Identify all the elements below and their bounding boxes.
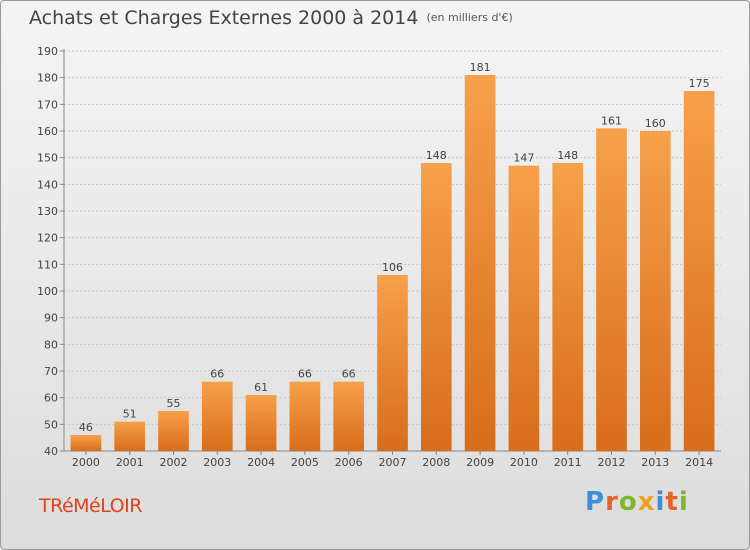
bar [289,381,321,451]
data-label: 148 [557,149,578,162]
bar [201,381,233,451]
data-label: 66 [298,368,312,381]
x-tick-label: 2004 [247,456,275,469]
proxiti-logo[interactable]: Proxiti [585,487,689,517]
data-label: 160 [645,117,666,130]
y-tick-label: 50 [44,418,58,431]
data-label: 66 [342,368,356,381]
data-label: 46 [79,421,93,434]
bar [333,381,365,451]
bar [420,163,452,451]
bar [377,275,408,451]
data-label: 106 [382,261,403,274]
data-label: 181 [470,61,491,74]
x-tick-label: 2003 [203,456,231,469]
x-tick-label: 2006 [335,456,363,469]
logo-letter: P [585,487,606,517]
y-tick-label: 160 [37,125,58,138]
x-tick-label: 2010 [510,456,538,469]
y-tick-label: 130 [37,205,58,218]
logo-letter: o [618,487,638,517]
x-tick-label: 2007 [379,456,407,469]
bar [245,395,277,451]
bar [70,435,102,451]
x-tick-label: 2009 [466,456,494,469]
logo-letter: t [665,487,679,517]
logo-letter: x [637,487,656,517]
data-label: 161 [601,114,622,127]
commune-name: TRéMéLOIR [39,495,142,517]
logo-letter: i [655,487,666,517]
data-label: 147 [513,152,534,165]
data-label: 66 [210,368,224,381]
bar [639,131,671,451]
bar [464,75,496,451]
bar [596,128,627,451]
y-tick-label: 40 [44,445,58,458]
chart-title: Achats et Charges Externes 2000 à 2014 (e… [29,7,513,29]
x-tick-label: 2005 [291,456,319,469]
bar [508,165,540,451]
bar [158,411,189,451]
data-label: 55 [167,397,181,410]
logo-letter: r [605,487,619,517]
x-tick-label: 2014 [685,456,713,469]
y-tick-label: 100 [37,285,58,298]
data-label: 175 [689,77,710,90]
y-tick-label: 70 [44,365,58,378]
data-label: 148 [426,149,447,162]
x-tick-label: 2012 [598,456,626,469]
data-label: 51 [123,408,137,421]
y-tick-label: 90 [44,312,58,325]
x-tick-label: 2008 [422,456,450,469]
bar [114,421,146,451]
y-tick-label: 170 [37,98,58,111]
y-tick-label: 120 [37,232,58,245]
chart-subtitle: (en milliers d'€) [426,11,513,24]
y-tick-label: 150 [37,152,58,165]
y-tick-label: 140 [37,178,58,191]
bar [552,163,584,451]
x-tick-label: 2002 [160,456,188,469]
y-tick-label: 180 [37,72,58,85]
x-tick-label: 2000 [72,456,100,469]
x-tick-label: 2001 [116,456,144,469]
chart-title-text: Achats et Charges Externes 2000 à 2014 [29,7,419,29]
y-tick-label: 110 [37,258,58,271]
bar [683,91,715,451]
y-tick-label: 80 [44,338,58,351]
y-tick-label: 190 [37,45,58,58]
logo-letter: i [678,487,689,517]
y-tick-label: 60 [44,392,58,405]
data-label: 61 [254,381,268,394]
x-tick-label: 2011 [554,456,582,469]
x-tick-label: 2013 [641,456,669,469]
